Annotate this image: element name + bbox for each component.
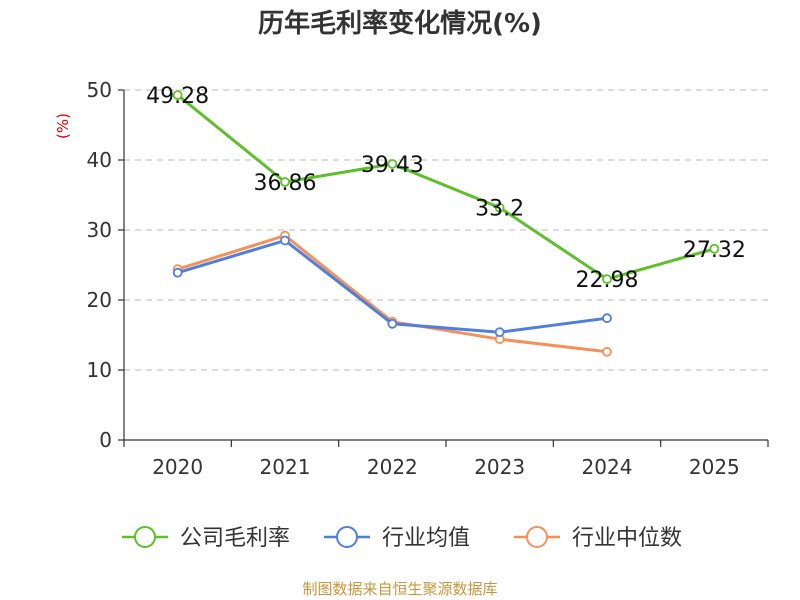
x-tick-label: 2025 xyxy=(689,455,740,479)
legend: 公司毛利率 行业均值 行业中位数 xyxy=(122,526,682,551)
gridlines xyxy=(124,89,768,371)
legend-label: 公司毛利率 xyxy=(180,526,290,551)
data-label: 49.28 xyxy=(146,84,209,109)
data-point[interactable] xyxy=(387,159,398,169)
source-note: 制图数据来自恒生聚源数据库 xyxy=(302,580,497,598)
x-tick-label: 2024 xyxy=(582,455,633,479)
series-line xyxy=(176,93,715,281)
data-label: 39.43 xyxy=(361,153,424,178)
data-point[interactable] xyxy=(709,243,720,254)
legend-marker xyxy=(526,526,548,548)
data-label: 36.86 xyxy=(254,171,317,196)
data-point[interactable] xyxy=(602,313,612,324)
legend-label: 行业中位数 xyxy=(572,526,682,551)
y-tick-label: 30 xyxy=(87,218,112,242)
data-point[interactable] xyxy=(172,90,183,100)
axes: 0 10 20 30 40 50 2020 2021 2022 2023 2024 2025 xyxy=(87,78,769,479)
y-tick-label: 40 xyxy=(87,148,112,172)
legend-marker xyxy=(336,526,358,548)
data-label: 22.98 xyxy=(576,268,639,293)
data-label: 27.32 xyxy=(683,238,746,263)
legend-item[interactable]: 行业中位数 xyxy=(514,526,682,551)
y-tick-label: 0 xyxy=(99,428,112,452)
x-tick-label: 2023 xyxy=(474,455,525,479)
data-point[interactable] xyxy=(280,177,290,187)
y-axis-label: (%) xyxy=(54,113,72,139)
data-point[interactable] xyxy=(602,274,612,285)
series-group xyxy=(172,90,720,357)
y-tick-label: 20 xyxy=(87,288,112,312)
data-point[interactable] xyxy=(280,235,290,246)
x-tick-label: 2022 xyxy=(367,455,418,479)
y-tick-label: 50 xyxy=(87,78,112,102)
x-tick-label: 2021 xyxy=(260,455,311,479)
legend-marker xyxy=(134,526,156,548)
data-labels: 49.28 36.86 39.43 33.2 22.98 27.32 xyxy=(146,84,746,293)
data-label: 33.2 xyxy=(475,197,524,222)
legend-label: 行业均值 xyxy=(382,526,470,551)
data-point[interactable] xyxy=(602,346,612,357)
data-point[interactable] xyxy=(387,318,398,329)
data-point[interactable] xyxy=(494,327,505,338)
legend-item[interactable]: 行业均值 xyxy=(324,526,470,551)
y-tick-label: 10 xyxy=(87,358,112,382)
legend-item[interactable]: 公司毛利率 xyxy=(122,526,290,551)
x-tick-label: 2020 xyxy=(152,455,203,479)
data-point[interactable] xyxy=(172,267,183,278)
chart-title: 历年毛利率变化情况(%) xyxy=(258,8,542,39)
data-point[interactable] xyxy=(494,202,505,213)
